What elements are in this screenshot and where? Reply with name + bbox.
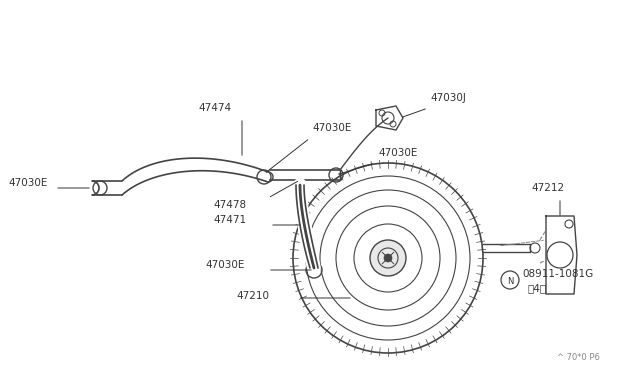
Text: N: N bbox=[507, 276, 513, 285]
Circle shape bbox=[384, 254, 392, 262]
Text: ^ 70*0 P6: ^ 70*0 P6 bbox=[557, 353, 600, 362]
Text: 47030E: 47030E bbox=[8, 178, 47, 188]
Text: （4）: （4） bbox=[528, 283, 547, 293]
Text: 47030E: 47030E bbox=[378, 148, 417, 158]
Circle shape bbox=[370, 240, 406, 276]
Text: 47030E: 47030E bbox=[312, 123, 351, 133]
Text: 47210: 47210 bbox=[237, 291, 269, 301]
Text: 47478: 47478 bbox=[213, 200, 246, 210]
Text: 47474: 47474 bbox=[198, 103, 232, 113]
Text: 47471: 47471 bbox=[213, 215, 246, 225]
Text: 08911-1081G: 08911-1081G bbox=[522, 269, 593, 279]
Text: 47030E: 47030E bbox=[205, 260, 244, 270]
Text: 47030J: 47030J bbox=[430, 93, 466, 103]
Text: 47212: 47212 bbox=[531, 183, 564, 193]
